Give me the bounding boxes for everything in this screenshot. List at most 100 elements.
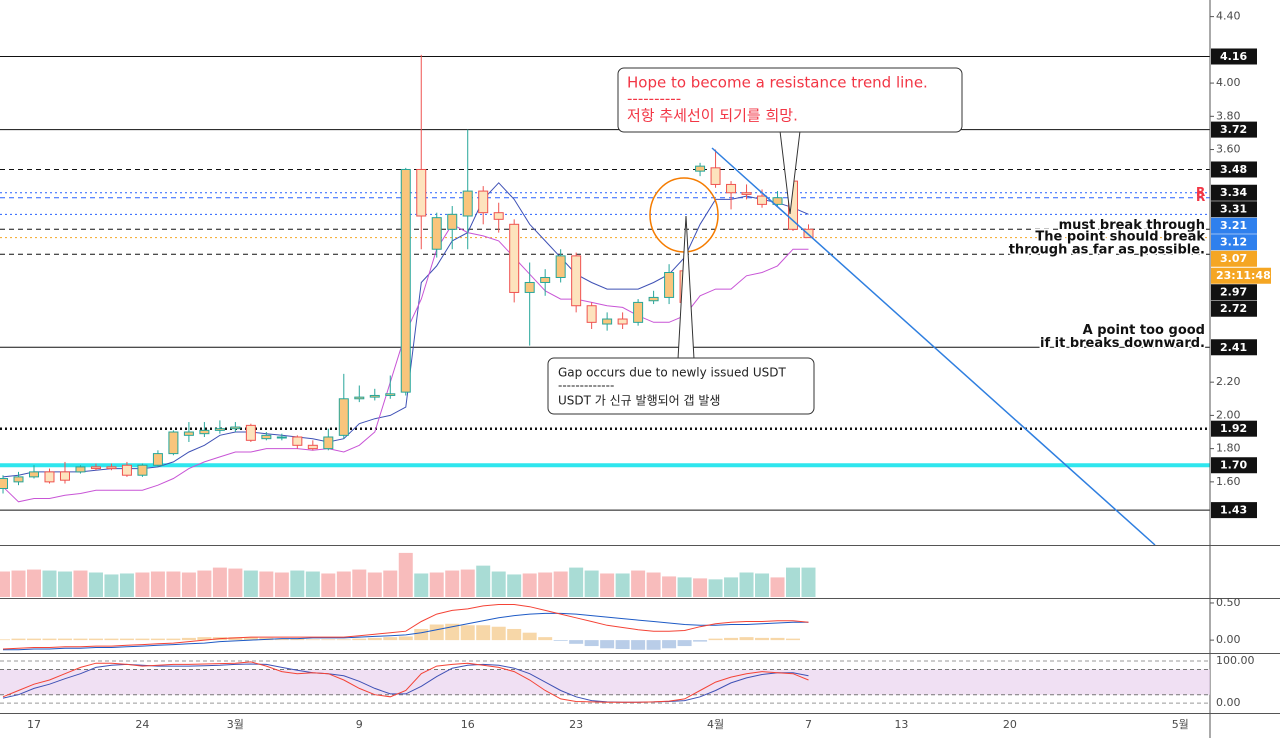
candle-body <box>602 318 613 325</box>
volume-bar <box>259 571 274 597</box>
volume-bar <box>88 572 103 597</box>
volume-bar <box>476 565 491 597</box>
candle-body <box>75 466 86 473</box>
volume-bar <box>212 567 227 597</box>
macd-histogram-bar <box>507 628 522 641</box>
candle-body <box>323 436 334 450</box>
candle-body <box>183 431 194 436</box>
volume-bar <box>460 569 475 597</box>
macd-histogram-bar <box>460 625 475 641</box>
candle-body <box>633 301 644 323</box>
macd-histogram-bar <box>336 639 351 641</box>
trend-line <box>711 147 1156 546</box>
macd-histogram-bar <box>724 637 739 641</box>
y-tick-label: 1.60 <box>1216 475 1241 488</box>
candle-body <box>59 471 70 481</box>
macd-histogram-bar <box>491 626 506 641</box>
callout-text: USDT 가 신규 발행되어 갭 발생 <box>558 393 720 408</box>
macd-histogram-bar <box>553 640 568 641</box>
macd-histogram-bar <box>135 638 150 641</box>
macd-histogram-bar <box>538 637 553 641</box>
level-note: must break through <box>1059 218 1205 233</box>
candle-body <box>571 255 582 307</box>
candle-body <box>726 183 737 194</box>
volume-bar <box>708 579 723 597</box>
level-marker: R <box>1196 190 1205 204</box>
price-badge <box>1211 420 1257 437</box>
macd-histogram-bar <box>166 638 181 641</box>
volume-bar <box>135 572 150 597</box>
macd-histogram-bar <box>476 625 491 641</box>
candle-body <box>369 394 380 398</box>
candle-body <box>478 190 489 214</box>
price-badge <box>1211 502 1257 519</box>
candle-body <box>400 168 411 393</box>
macd-histogram-bar <box>739 637 754 641</box>
candle-body <box>540 276 551 283</box>
candle-body <box>121 464 132 476</box>
callout-text: ---------- <box>627 90 681 108</box>
candle-body <box>137 464 148 476</box>
countdown-badge <box>1211 267 1271 284</box>
candle-body <box>741 192 752 195</box>
y-tick-label: 4.40 <box>1216 10 1241 23</box>
macd-histogram-bar <box>321 639 336 641</box>
candle-body <box>509 223 520 293</box>
macd-histogram-bar <box>693 640 708 642</box>
macd-histogram-bar <box>429 624 444 641</box>
macd-histogram-bar <box>290 638 305 641</box>
candle-body <box>106 466 117 470</box>
price-badge <box>1211 201 1257 218</box>
macd-histogram-bar <box>42 638 57 641</box>
macd-histogram-bar <box>708 638 723 641</box>
candle-body <box>447 213 458 230</box>
candle-body <box>199 429 210 435</box>
volume-bar <box>367 572 382 597</box>
callout-text: Gap occurs due to newly issued USDT <box>558 366 786 380</box>
volume-bar <box>538 572 553 597</box>
macd-histogram-bar <box>584 640 599 647</box>
macd-histogram-bar <box>631 640 646 650</box>
volume-bar <box>398 552 413 597</box>
macd-histogram-bar <box>104 638 119 641</box>
y-tick-label: 3.60 <box>1216 143 1241 156</box>
candle-body <box>710 167 721 185</box>
candle-body <box>44 471 55 483</box>
price-badge-label: 4.16 <box>1220 50 1247 63</box>
x-tick-label: 9 <box>356 718 363 731</box>
x-tick-label: 24 <box>135 718 149 731</box>
price-badge <box>1211 217 1257 234</box>
candle-body <box>292 436 303 446</box>
countdown-label: 23:11:48 <box>1216 269 1271 282</box>
price-badge <box>1211 284 1257 301</box>
candle-body <box>261 434 272 440</box>
candle-body <box>245 424 256 441</box>
volume-bar <box>631 570 646 597</box>
candle-body <box>13 476 24 483</box>
macd-histogram-bar <box>383 637 398 641</box>
volume-bar <box>57 571 72 597</box>
x-tick-label: 4월 <box>707 718 724 731</box>
y-tick-label: 2.20 <box>1216 375 1241 388</box>
volume-bar <box>414 573 429 597</box>
candle-body <box>416 168 427 217</box>
volume-bar <box>786 567 801 597</box>
volume-bar <box>445 570 460 597</box>
level-note: if it breaks downward. <box>1040 336 1205 351</box>
price-axis: 4.40 4.00 3.80 3.60 2.20 2.00 1.80 1.60 4.16 3.72… <box>1209 0 1280 738</box>
macd-histogram-bar <box>522 632 537 641</box>
x-tick-label: 7 <box>805 718 812 731</box>
candle-body <box>555 255 566 278</box>
volume-bar <box>507 574 522 597</box>
volume-bar <box>491 571 506 597</box>
macd-histogram-bar <box>150 638 165 641</box>
price-badge <box>1211 161 1257 178</box>
level-note: The point should break <box>1035 230 1205 245</box>
price-badge-label: 1.92 <box>1220 422 1247 435</box>
callout-text: 저항 추세선이 되기를 희망. <box>627 107 798 125</box>
macd-histogram-bar <box>228 637 243 641</box>
candle-body <box>29 471 39 478</box>
stoch-d-line <box>2 663 809 703</box>
